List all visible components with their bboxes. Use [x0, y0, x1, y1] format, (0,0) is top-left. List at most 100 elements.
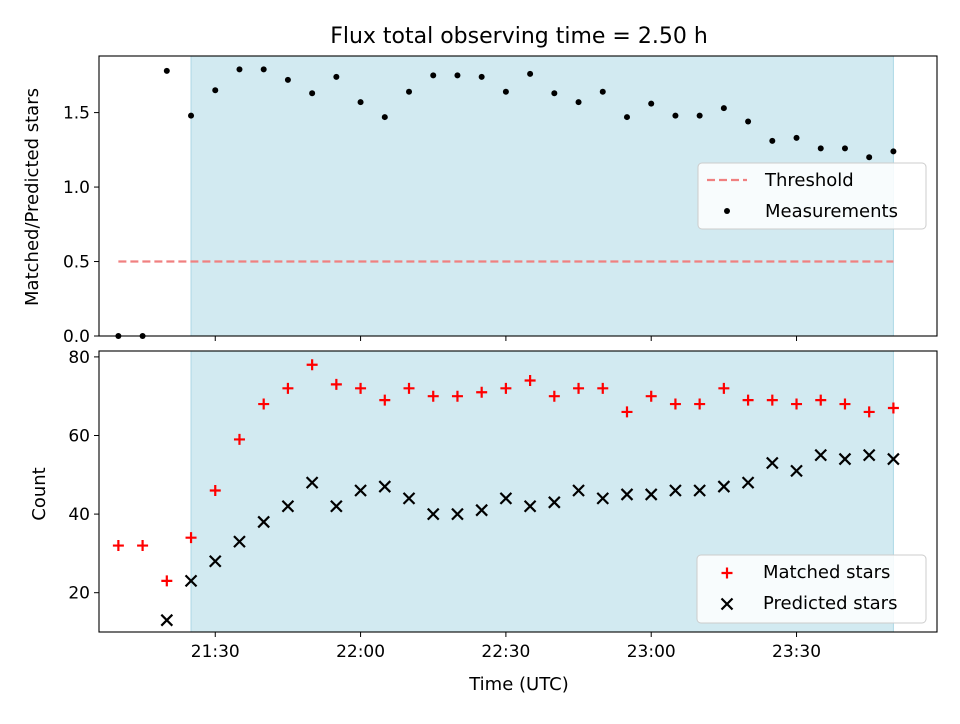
measurement-point — [309, 90, 316, 97]
measurement-point — [866, 154, 873, 161]
bottom-y-axis-label: Count — [29, 467, 50, 520]
y-tick-label: 60 — [68, 426, 90, 446]
measurement-point — [357, 99, 364, 106]
matched-stars-point — [791, 398, 803, 410]
y-tick-label: 20 — [68, 584, 90, 604]
predicted-stars-point — [184, 574, 198, 588]
x-tick-label: 22:30 — [481, 642, 530, 662]
measurement-point — [381, 114, 388, 121]
predicted-stars-point — [523, 499, 537, 513]
measurement-point — [623, 114, 630, 121]
matched-stars-point — [887, 402, 899, 414]
measurement-point — [648, 100, 655, 107]
measurement-point — [817, 145, 824, 152]
matched-stars-point — [209, 485, 221, 497]
matched-stars-point — [694, 398, 706, 410]
predicted-stars-point — [887, 452, 900, 466]
x-tick-label: 22:00 — [336, 642, 385, 662]
predicted-stars-point — [548, 496, 561, 509]
legend-measurements-swatch — [724, 208, 730, 214]
x-tick-label: 23:00 — [627, 642, 676, 662]
matched-stars-point — [330, 378, 342, 390]
predicted-stars-point — [499, 492, 513, 505]
measurement-point — [430, 72, 437, 79]
matched-stars-point — [645, 390, 657, 402]
chart-title: Flux total observing time = 2.50 h — [330, 24, 708, 49]
predicted-stars-point — [402, 492, 416, 505]
top-panel-ratio: 0.0 0.5 1.0 1.5 Threshold Measurements — [63, 55, 938, 347]
predicted-stars-point — [766, 456, 779, 470]
matched-stars-point — [427, 390, 439, 402]
predicted-stars-point — [330, 499, 343, 513]
measurement-point — [720, 105, 727, 112]
y-tick-label: 40 — [68, 505, 90, 525]
legend-box — [697, 162, 927, 230]
matched-stars-point — [815, 394, 827, 406]
measurement-point — [478, 73, 485, 80]
matched-stars-point — [621, 406, 633, 418]
y-tick-label: 1.5 — [63, 104, 90, 124]
legend-matched-label: Matched stars — [763, 562, 890, 583]
y-tick-label: 1.0 — [63, 178, 90, 198]
matched-stars-point — [451, 390, 463, 402]
measurement-point — [575, 99, 582, 106]
matched-stars-point — [597, 382, 609, 394]
matched-stars-point — [112, 540, 124, 552]
measurement-point — [793, 134, 800, 141]
predicted-stars-point — [669, 484, 682, 497]
top-legend: Threshold Measurements — [697, 162, 927, 230]
matched-stars-point — [718, 382, 730, 394]
predicted-stars-point — [426, 507, 440, 521]
top-y-axis-label: Matched/Predicted stars — [22, 88, 43, 306]
y-tick-label: 0.0 — [63, 327, 90, 347]
measurement-point — [769, 137, 776, 144]
matched-stars-point — [161, 575, 173, 587]
predicted-stars-point — [475, 503, 488, 517]
x-tick-label: 21:30 — [191, 642, 240, 662]
matched-stars-point — [282, 382, 294, 394]
predicted-stars-point — [281, 499, 295, 513]
predicted-stars-point — [378, 480, 392, 493]
predicted-stars-point — [257, 515, 270, 529]
measurement-point — [745, 118, 752, 125]
matched-stars-point — [258, 398, 270, 410]
legend-predicted-swatch — [720, 597, 734, 611]
measurement-point — [502, 88, 509, 95]
x-tick-label: 23:30 — [772, 642, 821, 662]
predicted-stars-point — [208, 554, 222, 568]
matched-stars-point — [524, 374, 536, 386]
matched-stars-point — [500, 382, 512, 394]
matched-stars-point — [548, 390, 560, 402]
matched-stars-point — [355, 382, 367, 394]
y-tick-label: 80 — [68, 348, 90, 368]
matched-stars-point — [185, 532, 197, 544]
predicted-stars-point — [572, 484, 585, 497]
measurement-point — [672, 112, 679, 119]
matched-stars-point — [669, 398, 681, 410]
measurement-point — [841, 145, 848, 152]
matched-stars-point — [379, 394, 391, 406]
predicted-stars-point — [838, 452, 852, 466]
matched-stars-point — [137, 540, 149, 552]
axes-frame — [98, 350, 938, 633]
predicted-stars-point — [862, 448, 876, 462]
bottom-legend: Matched stars Predicted stars — [696, 554, 927, 624]
legend-box — [696, 554, 927, 624]
predicted-stars-point — [160, 613, 174, 627]
measurement-point — [236, 66, 243, 73]
axes-frame — [98, 55, 938, 337]
predicted-stars-point — [717, 480, 731, 493]
measurement-point — [890, 148, 897, 155]
predicted-stars-point — [790, 464, 803, 478]
legend-predicted-label: Predicted stars — [763, 593, 897, 614]
legend-matched-swatch — [721, 567, 733, 579]
legend-threshold-label: Threshold — [764, 170, 854, 191]
predicted-stars-point — [644, 488, 658, 501]
measurement-point — [163, 67, 170, 74]
measurement-point — [696, 112, 703, 119]
matched-stars-point — [863, 406, 875, 418]
matched-stars-point — [742, 394, 754, 406]
predicted-stars-point — [620, 488, 634, 501]
bottom-panel-count: 20 40 60 80 21:30 22:00 22:30 23:00 23:30 Matched… — [68, 348, 938, 662]
measurement-point — [260, 66, 267, 73]
